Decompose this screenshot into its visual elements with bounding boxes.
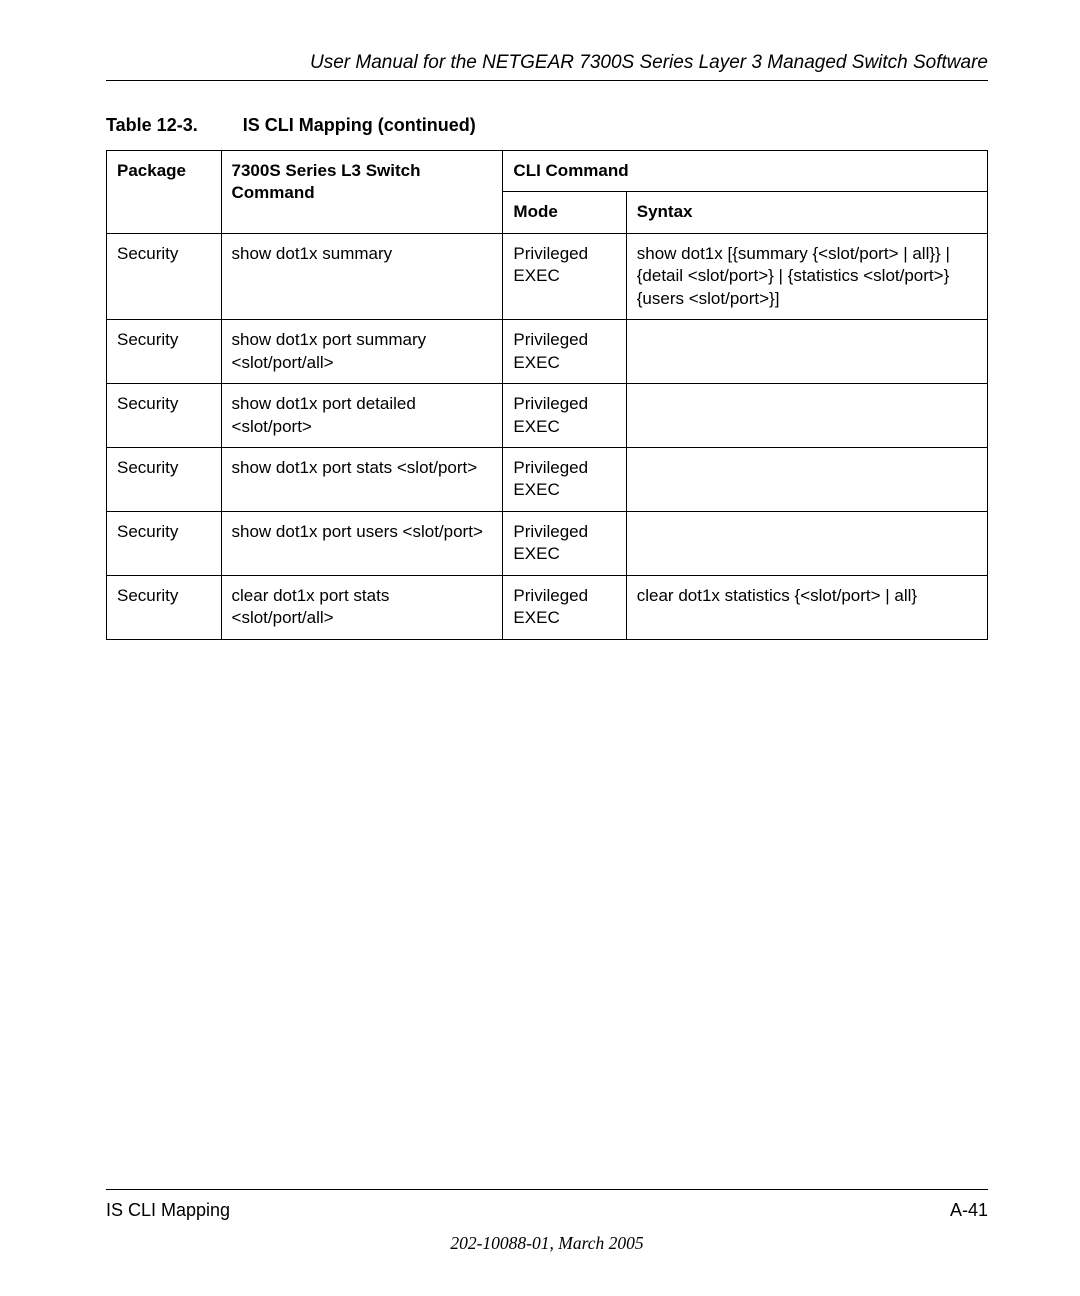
- th-command: 7300S Series L3 Switch Command: [221, 151, 503, 234]
- footer-doc-id: 202-10088-01, March 2005: [106, 1233, 988, 1254]
- cell-mode: Privileged EXEC: [503, 384, 626, 448]
- cell-syntax: [626, 384, 987, 448]
- cell-command: clear dot1x port stats <slot/port/all>: [221, 575, 503, 639]
- header-rule: [106, 80, 988, 81]
- cell-package: Security: [107, 384, 222, 448]
- cell-package: Security: [107, 447, 222, 511]
- cell-command: show dot1x port detailed <slot/port>: [221, 384, 503, 448]
- cell-package: Security: [107, 233, 222, 319]
- table-row: Security show dot1x summary Privileged E…: [107, 233, 988, 319]
- footer-page-number: A-41: [950, 1200, 988, 1221]
- table-header-row-1: Package 7300S Series L3 Switch Command C…: [107, 151, 988, 192]
- cell-syntax: [626, 511, 987, 575]
- cell-syntax: [626, 320, 987, 384]
- table-title: IS CLI Mapping (continued): [243, 115, 476, 135]
- footer-line: IS CLI Mapping A-41: [106, 1200, 988, 1221]
- table-row: Security show dot1x port detailed <slot/…: [107, 384, 988, 448]
- th-cli-command: CLI Command: [503, 151, 988, 192]
- table-row: Security show dot1x port users <slot/por…: [107, 511, 988, 575]
- table-body: Security show dot1x summary Privileged E…: [107, 233, 988, 639]
- cli-mapping-table: Package 7300S Series L3 Switch Command C…: [106, 150, 988, 640]
- table-number: Table 12-3.: [106, 115, 198, 136]
- th-syntax: Syntax: [626, 192, 987, 233]
- cell-command: show dot1x port summary <slot/port/all>: [221, 320, 503, 384]
- cell-syntax: clear dot1x statistics {<slot/port> | al…: [626, 575, 987, 639]
- table-caption: Table 12-3. IS CLI Mapping (continued): [106, 115, 988, 136]
- th-mode: Mode: [503, 192, 626, 233]
- cell-command: show dot1x port stats <slot/port>: [221, 447, 503, 511]
- cell-mode: Privileged EXEC: [503, 320, 626, 384]
- table-row: Security show dot1x port summary <slot/p…: [107, 320, 988, 384]
- cell-command: show dot1x summary: [221, 233, 503, 319]
- footer-rule: [106, 1189, 988, 1190]
- table-row: Security clear dot1x port stats <slot/po…: [107, 575, 988, 639]
- cell-package: Security: [107, 511, 222, 575]
- footer: IS CLI Mapping A-41 202-10088-01, March …: [106, 1189, 988, 1254]
- footer-section-title: IS CLI Mapping: [106, 1200, 230, 1221]
- table-row: Security show dot1x port stats <slot/por…: [107, 447, 988, 511]
- running-header: User Manual for the NETGEAR 7300S Series…: [106, 52, 988, 74]
- cell-command: show dot1x port users <slot/port>: [221, 511, 503, 575]
- cell-mode: Privileged EXEC: [503, 233, 626, 319]
- cell-package: Security: [107, 575, 222, 639]
- cell-mode: Privileged EXEC: [503, 511, 626, 575]
- cell-mode: Privileged EXEC: [503, 575, 626, 639]
- page-container: User Manual for the NETGEAR 7300S Series…: [0, 0, 1080, 1296]
- cell-mode: Privileged EXEC: [503, 447, 626, 511]
- cell-package: Security: [107, 320, 222, 384]
- cell-syntax: show dot1x [{summary {<slot/port> | all}…: [626, 233, 987, 319]
- cell-syntax: [626, 447, 987, 511]
- th-package: Package: [107, 151, 222, 234]
